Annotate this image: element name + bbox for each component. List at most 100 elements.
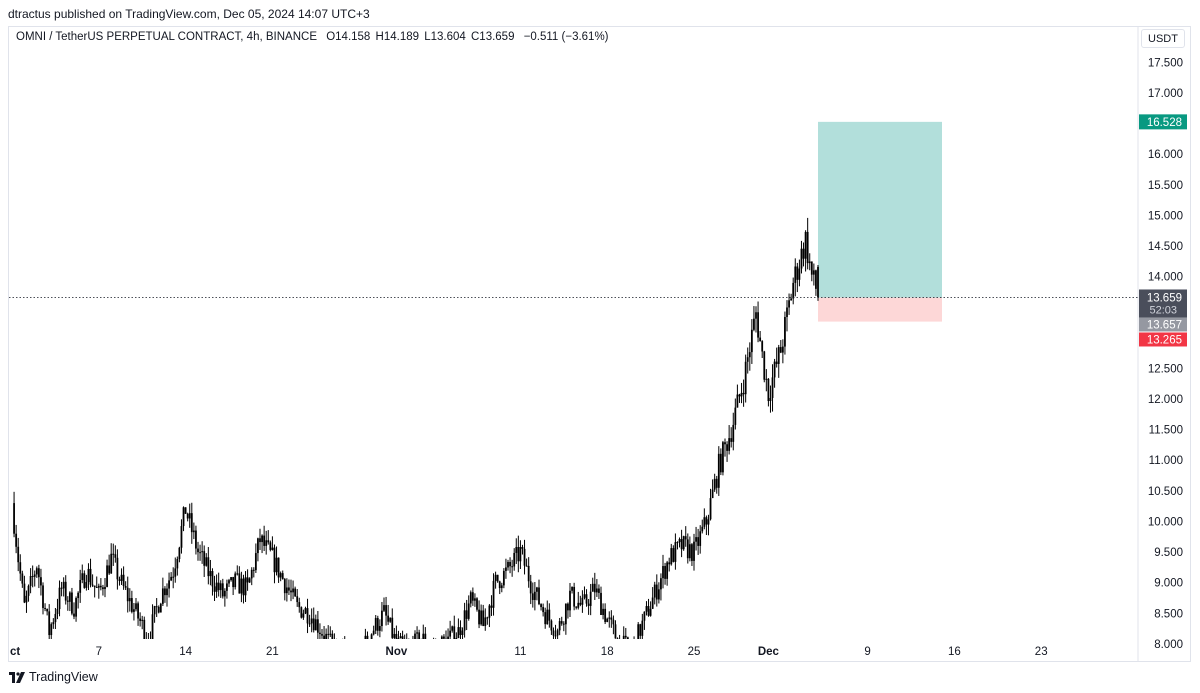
candle-body <box>800 248 803 269</box>
candle-body <box>298 602 301 608</box>
candle-body <box>556 630 559 636</box>
symbol-legend: OMNI / TetherUS PERPETUAL CONTRACT, 4h, … <box>16 31 609 43</box>
candle-body <box>288 587 290 591</box>
candle-body <box>552 630 555 636</box>
candle-body <box>205 557 208 566</box>
y-tick-label: 15.000 <box>1148 210 1183 222</box>
legend-symbol[interactable]: OMNI / TetherUS PERPETUAL CONTRACT, 4h, … <box>16 31 317 43</box>
candle-body <box>507 561 509 568</box>
candle-body <box>604 608 607 622</box>
target-price-badge-text: 16.528 <box>1147 117 1182 129</box>
candle-body <box>672 548 675 562</box>
candle-body <box>112 553 115 555</box>
candle-body <box>64 581 67 601</box>
candle-body <box>719 453 722 473</box>
candle-body <box>724 442 726 445</box>
candle-body <box>259 538 261 543</box>
candle-body <box>404 642 406 644</box>
candle-body <box>186 513 189 519</box>
y-tick-label: 8.500 <box>1154 608 1183 620</box>
candle-body <box>542 607 545 613</box>
candle-body <box>459 627 462 636</box>
y-tick-label: 14.000 <box>1148 272 1183 284</box>
candle-body <box>790 298 793 301</box>
candle-body <box>23 583 26 603</box>
candle-body <box>771 377 774 398</box>
candle-body <box>726 444 728 451</box>
candle-body <box>738 394 741 397</box>
candle-body <box>58 587 61 610</box>
x-tick-label: Dec <box>758 646 780 658</box>
x-tick-label: 16 <box>948 646 961 658</box>
candle-body <box>767 378 770 402</box>
candle-body <box>660 578 662 590</box>
candle-body <box>585 594 588 604</box>
candle-body <box>252 569 255 571</box>
candle-body <box>56 609 59 614</box>
candle-body <box>610 617 613 620</box>
candle-body <box>598 588 600 593</box>
candle-body <box>308 623 311 625</box>
candle-body <box>261 535 263 543</box>
candle-body <box>498 581 501 589</box>
candle-body <box>812 270 815 275</box>
candle-body <box>150 640 152 644</box>
y-tick-label: 14.500 <box>1148 241 1183 253</box>
x-tick-label: 9 <box>864 646 870 658</box>
candle-body <box>244 577 247 596</box>
candle-body <box>135 603 137 610</box>
candle-body <box>815 270 817 289</box>
candle-body <box>651 597 654 609</box>
long-position-stop-zone[interactable] <box>818 297 942 322</box>
candle-body <box>304 608 307 614</box>
candle-body <box>143 619 146 639</box>
candle-body <box>378 626 381 631</box>
candle-body <box>478 609 480 625</box>
candle-body <box>564 603 567 625</box>
legend-low: L13.604 <box>424 31 466 43</box>
candle-body <box>242 578 245 596</box>
candle-body <box>571 586 573 591</box>
candle-body <box>155 606 158 608</box>
footer-brand[interactable]: TradingView <box>9 670 98 684</box>
long-position-target-zone[interactable] <box>818 121 942 298</box>
candle-body <box>21 573 24 584</box>
candle-body <box>697 537 700 546</box>
candle-body <box>769 397 772 402</box>
candle-body <box>494 574 497 581</box>
candle-body <box>773 361 776 378</box>
y-tick-label: 10.000 <box>1148 516 1183 528</box>
candle-body <box>366 635 369 639</box>
candle-body <box>178 547 181 560</box>
candle-body <box>195 530 197 549</box>
candle-body <box>517 547 520 562</box>
candle-body <box>27 585 30 596</box>
candle-body <box>445 638 447 639</box>
candle-body <box>437 644 439 650</box>
candle-body <box>75 598 77 617</box>
candle-body <box>591 583 594 592</box>
candle-body <box>757 312 759 338</box>
candle-body <box>213 586 216 592</box>
currency-unit-button[interactable]: USDT <box>1141 29 1185 48</box>
candle-body <box>13 503 15 534</box>
bar-countdown-text: 52:03 <box>1149 304 1177 316</box>
candle-body <box>133 609 135 612</box>
candle-body <box>496 574 499 582</box>
candle-body <box>269 542 272 550</box>
candle-body <box>325 633 328 639</box>
candle-body <box>678 539 681 543</box>
candle-body <box>292 588 294 593</box>
candle-body <box>796 266 799 280</box>
candle-body <box>784 317 786 347</box>
candle-body <box>433 647 435 648</box>
candle-body <box>732 424 735 442</box>
candle-body <box>83 573 86 588</box>
candle-body <box>798 268 801 280</box>
candle-body <box>42 585 44 608</box>
candle-body <box>401 636 404 639</box>
candle-body <box>246 577 249 583</box>
candle-body <box>523 548 526 566</box>
candle-body <box>461 630 464 636</box>
